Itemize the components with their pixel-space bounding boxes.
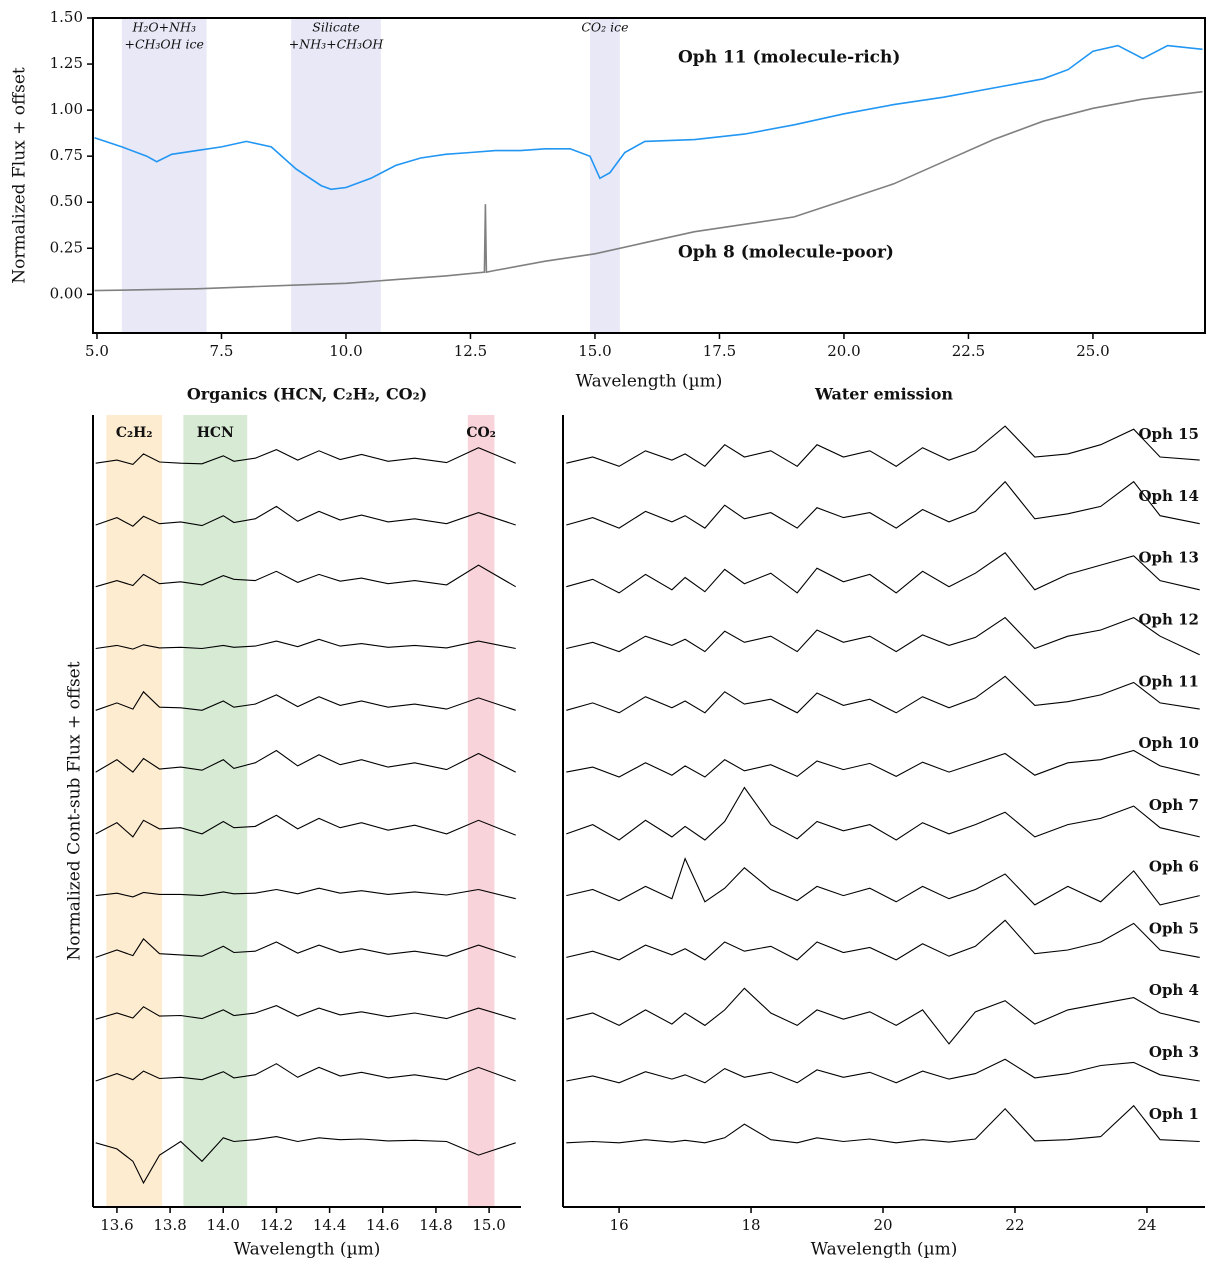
x-tick-label: 22 [1005,1216,1024,1234]
spectrum-line [566,749,1200,778]
spectrum-line [95,938,516,958]
y-tick-label: 0.50 [50,192,83,210]
x-tick-label: 14.4 [313,1216,346,1234]
spectrum-line [566,919,1200,961]
spectrum-line [94,90,1203,292]
x-tick-label: 12.5 [454,342,487,360]
series-label: Oph 11 [1138,672,1199,690]
y-axis-label: Normalized Cont-sub Flux + offset [65,661,85,960]
band [106,415,163,1207]
spectrum-line [95,690,516,711]
x-tick-label: 25.0 [1076,342,1109,360]
spectrum-line [566,857,1200,906]
x-tick-label: 20 [873,1216,892,1234]
spectrum-line [566,1104,1200,1144]
band-label: CO₂ [466,425,495,441]
spectrum-line [566,1058,1200,1084]
axis-frame [92,17,1206,334]
y-tick-label: 0.75 [50,146,83,164]
spectrum-line [566,675,1200,714]
x-tick-label: 14.2 [260,1216,293,1234]
series-label: Oph 12 [1138,611,1199,629]
x-tick-label: 17.5 [703,342,736,360]
x-tick-label: 14.0 [207,1216,240,1234]
x-tick-label: 22.5 [952,342,985,360]
spectrum-line [95,814,516,838]
x-tick-label: 13.6 [100,1216,133,1234]
panel-title: Organics (HCN, C₂H₂, CO₂) [187,385,427,404]
x-tick-label: 16 [610,1216,629,1234]
band-label: HCN [197,425,234,441]
series-label: Oph 4 [1149,981,1199,999]
series-label: Oph 6 [1149,858,1199,876]
spectrum-line [566,552,1200,594]
spectrum-line [566,425,1200,468]
series-label: Oph 10 [1138,734,1199,752]
y-axis-label: Normalized Flux + offset [10,67,30,284]
series-label: Oph 8 (molecule-poor) [678,243,894,263]
spectrum-line [566,480,1200,529]
band-label: H₂O+NH₃ [131,20,195,35]
spectrum-line [566,616,1200,656]
series-label: Oph 13 [1138,549,1199,567]
x-tick-label: 18 [742,1216,761,1234]
spectrum-line [95,749,516,773]
x-tick-label: 13.8 [153,1216,186,1234]
x-tick-label: 5.0 [85,342,109,360]
x-axis-label: Wavelength (µm) [234,1240,381,1260]
y-tick-label: 0.00 [50,284,83,302]
spectrum-line [95,564,516,588]
x-tick-label: 15.0 [578,342,611,360]
series-label: Oph 7 [1149,796,1199,814]
x-tick-label: 15.0 [472,1216,505,1234]
panel-title: Water emission [814,385,953,404]
x-axis-label: Wavelength (µm) [576,372,723,392]
spectrum-line [566,786,1200,841]
x-tick-label: 7.5 [210,342,234,360]
band [183,415,248,1207]
spectrum-line [95,638,516,650]
band [121,18,207,333]
series-label: Oph 14 [1138,487,1199,505]
spectrum-line [95,1005,516,1020]
series-label: Oph 15 [1138,425,1199,443]
y-tick-label: 1.25 [50,54,83,72]
spectrum-line [95,1136,516,1185]
band-label: C₂H₂ [116,425,153,441]
band-label: CO₂ ice [581,20,628,35]
series-label: Oph 5 [1149,919,1199,937]
spectrum-line [95,505,516,527]
x-axis-label: Wavelength (µm) [811,1240,958,1260]
y-tick-label: 1.50 [50,8,83,26]
spectrum-line [94,44,1203,191]
spectrum-line [95,1063,516,1082]
x-tick-label: 10.0 [329,342,362,360]
x-tick-label: 14.8 [419,1216,452,1234]
band [467,415,495,1207]
series-label: Oph 3 [1149,1043,1199,1061]
spectrum-line [95,887,516,900]
y-tick-label: 0.25 [50,238,83,256]
spectrum-line [95,447,516,466]
y-tick-label: 1.00 [50,100,83,118]
series-label: Oph 11 (molecule-rich) [678,48,900,68]
x-tick-label: 20.0 [827,342,860,360]
band-label: Silicate [312,20,359,35]
spectrum-line [566,987,1200,1045]
x-tick-label: 14.6 [366,1216,399,1234]
band-label: +CH₃OH ice [124,37,203,52]
x-tick-label: 24 [1137,1216,1156,1234]
band-label: +NH₃+CH₃OH [289,37,385,52]
series-label: Oph 1 [1149,1105,1199,1123]
